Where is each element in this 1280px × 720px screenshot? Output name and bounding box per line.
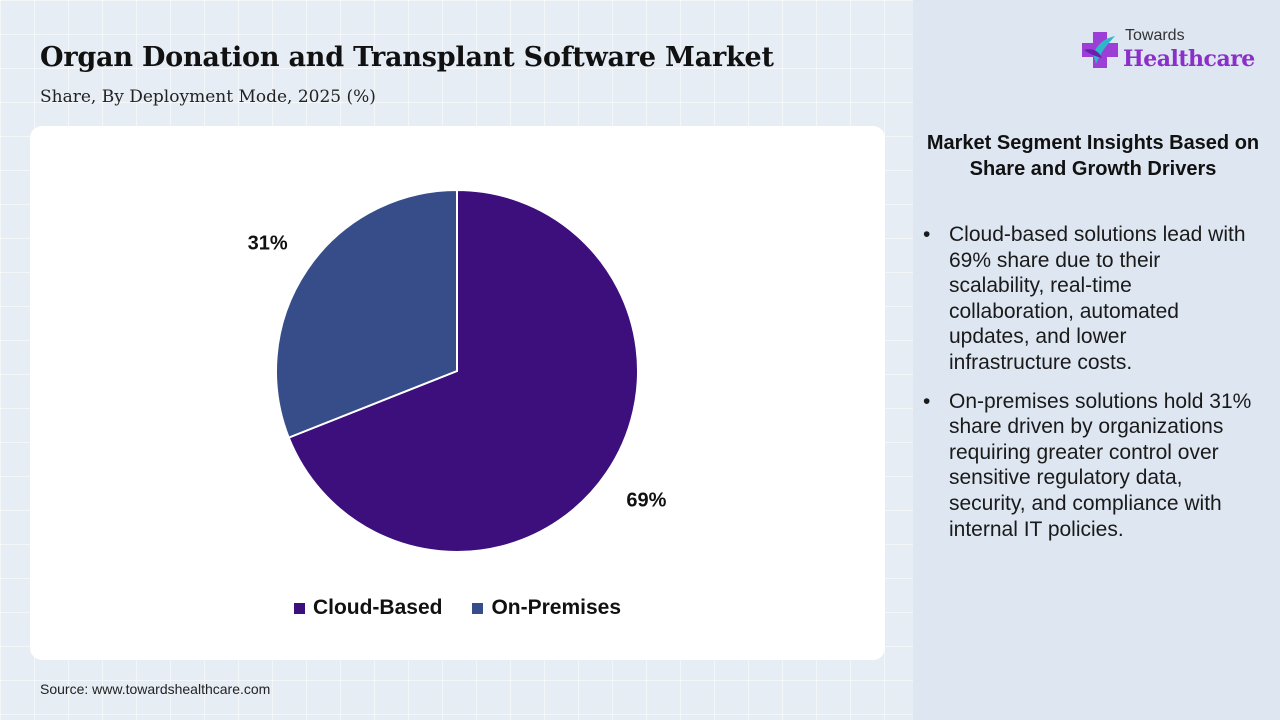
chart-title: Organ Donation and Transplant Software M… [40, 42, 774, 73]
legend-item-on-premises: On-Premises [472, 596, 621, 620]
insight-text: Cloud-based solutions lead with 69% shar… [949, 223, 1246, 374]
pie-slice-on-premises [275, 188, 458, 439]
brand-logo: Towards Healthcare [1080, 26, 1255, 78]
legend-label: On-Premises [491, 596, 622, 619]
logo-top-text: Towards [1125, 27, 1185, 44]
bullet-glyph: • [923, 223, 931, 246]
data-label-on-premises: 31% [248, 232, 288, 254]
medical-cross-icon [1082, 32, 1118, 68]
logo-main-text: Healthcare [1123, 46, 1255, 72]
insight-text: On-premises solutions hold 31% share dri… [949, 389, 1252, 541]
insights-panel: Towards Healthcare Market Segment Insigh… [913, 0, 1280, 720]
chart-card: 69% 31% Cloud-Based On-Premises [30, 126, 885, 660]
source-note: Source: www.towardshealthcare.com [40, 681, 271, 697]
insights-heading: Market Segment Insights Based on Share a… [926, 132, 1260, 180]
pie-slice-cloud-based [287, 188, 639, 553]
data-label-cloud-based: 69% [626, 490, 666, 512]
chart-legend: Cloud-Based On-Premises [30, 596, 885, 620]
legend-label: Cloud-Based [312, 596, 443, 619]
legend-swatch-on-premises [472, 602, 484, 614]
insight-item: • Cloud-based solutions lead with 69% sh… [923, 222, 1253, 376]
legend-swatch-cloud-based [293, 602, 305, 614]
bullet-glyph: • [923, 389, 931, 413]
insights-list: • Cloud-based solutions lead with 69% sh… [923, 222, 1253, 555]
insight-item: • On-premises solutions hold 31% share d… [923, 389, 1253, 543]
chart-subtitle: Share, By Deployment Mode, 2025 (%) [40, 87, 376, 107]
pie-chart: 69% 31% [248, 188, 667, 553]
chart-section: Organ Donation and Transplant Software M… [30, 42, 885, 697]
legend-item-cloud-based: Cloud-Based [293, 596, 443, 620]
